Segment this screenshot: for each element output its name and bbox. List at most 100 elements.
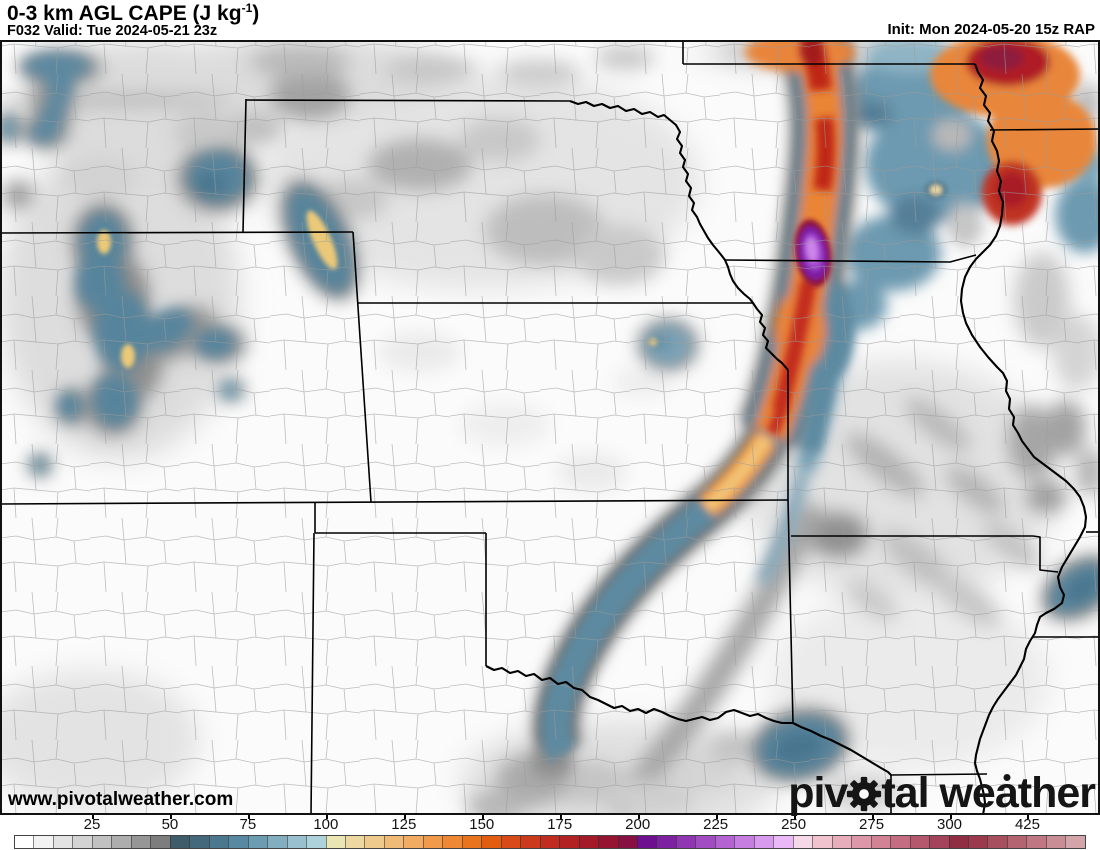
colorbar-cell <box>228 836 248 848</box>
colorbar-cell <box>870 836 891 848</box>
colorbar-label: 75 <box>239 816 257 833</box>
page-title: 0-3 km AGL CAPE (J kg-1) <box>7 1 260 25</box>
colorbar-cell <box>306 836 326 848</box>
colorbar: 25 50 75 100 125 150 175 200 225 250 275 300 425 <box>0 815 1100 850</box>
colorbar-tick <box>169 815 172 819</box>
colorbar-cell <box>909 836 930 848</box>
colorbar-label: 125 <box>391 816 417 833</box>
colorbar-cell <box>753 836 774 848</box>
colorbar-label: 100 <box>313 816 339 833</box>
colorbar-cell <box>500 836 521 848</box>
colorbar-label: 150 <box>469 816 495 833</box>
header: 0-3 km AGL CAPE (J kg-1) F032 Valid: Tue… <box>0 0 1100 40</box>
colorbar-labels: 25 50 75 100 125 150 175 200 225 250 275 300 425 <box>0 815 1100 835</box>
river-borders <box>485 63 1088 816</box>
colorbar-label: 200 <box>625 816 651 833</box>
logo-text-ther: ther <box>1017 769 1096 817</box>
colorbar-cell <box>890 836 910 848</box>
colorbar-tick <box>949 815 952 819</box>
title-superscript: -1 <box>241 1 253 15</box>
map-frame <box>0 40 1100 815</box>
colorbar-cell <box>15 836 34 848</box>
colorbar-label: 300 <box>937 816 963 833</box>
colorbar-cell <box>111 836 131 848</box>
colorbar-cell <box>987 836 1007 848</box>
colorbar-cell <box>695 836 715 848</box>
colorbar-label: 250 <box>781 816 807 833</box>
colorbar-tick <box>91 815 94 819</box>
colorbar-cell <box>812 836 832 848</box>
colorbar-cell <box>422 836 443 848</box>
watermark-url: www.pivotalweather.com <box>8 789 234 810</box>
colorbar-tick <box>793 815 796 819</box>
colorbar-label: 50 <box>161 816 179 833</box>
colorbar-cell <box>948 836 968 848</box>
colorbar-cell <box>520 836 540 848</box>
colorbar-tick <box>559 815 562 819</box>
colorbar-cell <box>967 836 988 848</box>
colorbar-cell <box>461 836 482 848</box>
colorbar-label: 275 <box>859 816 885 833</box>
colorbar-cell <box>169 836 190 848</box>
colorbar-tick <box>325 815 328 819</box>
colorbar-cell <box>1045 836 1066 848</box>
colorbar-cell <box>72 836 92 848</box>
colorbar-tick <box>1027 815 1030 819</box>
colorbar-cell <box>33 836 53 848</box>
colorbar-cell <box>714 836 735 848</box>
colorbar-label: 225 <box>703 816 729 833</box>
colorbar-cell <box>481 836 501 848</box>
state-borders <box>0 40 1100 816</box>
colorbar-cell <box>773 836 793 848</box>
colorbar-cell <box>675 836 696 848</box>
county-borders <box>0 40 1100 815</box>
colorbar-cell <box>617 836 637 848</box>
colorbar-cell <box>267 836 287 848</box>
colorbar-cell <box>539 836 560 848</box>
colorbar-cell <box>383 836 404 848</box>
colorbar-tick <box>637 815 640 819</box>
colorbar-tick <box>715 815 718 819</box>
gear-icon <box>846 776 882 820</box>
colorbar-cell <box>91 836 112 848</box>
colorbar-label: 175 <box>547 816 573 833</box>
colorbar-cell <box>52 836 73 848</box>
init-time-label: Init: Mon 2024-05-20 15z RAP <box>887 21 1095 38</box>
colorbar-cell <box>831 836 852 848</box>
colorbar-cell <box>344 836 365 848</box>
map-area <box>0 29 1100 840</box>
colorbar-cell <box>150 836 170 848</box>
colorbar-cell <box>325 836 345 848</box>
logo-text-tal-we: tal we <box>881 769 995 817</box>
colorbar-cell <box>734 836 754 848</box>
colorbar-cell <box>442 836 462 848</box>
colorbar-cells <box>14 835 1086 849</box>
valid-time-label: F032 Valid: Tue 2024-05-21 23z <box>7 23 218 39</box>
red-river <box>485 665 892 776</box>
colorbar-cell <box>929 836 949 848</box>
colorbar-cell <box>403 836 423 848</box>
colorbar-cell <box>364 836 384 848</box>
colorbar-cell <box>208 836 229 848</box>
mississippi-river <box>959 63 1088 816</box>
colorbar-cell <box>1026 836 1046 848</box>
colorbar-cell <box>189 836 209 848</box>
colorbar-tick <box>871 815 874 819</box>
logo-text-piv: piv <box>788 769 848 817</box>
logo-text-a: a <box>994 769 1019 817</box>
colorbar-tick <box>481 815 484 819</box>
colorbar-tick <box>403 815 406 819</box>
colorbar-label: 25 <box>83 816 101 833</box>
colorbar-cell <box>1006 836 1027 848</box>
colorbar-cell <box>792 836 813 848</box>
colorbar-cell <box>598 836 618 848</box>
pivotal-weather-logo: piv tal weather <box>788 769 1096 820</box>
missouri-river <box>569 100 789 371</box>
colorbar-cell <box>130 836 151 848</box>
colorbar-cell <box>656 836 676 848</box>
colorbar-cell <box>286 836 307 848</box>
cape-map-svg <box>0 29 1100 840</box>
colorbar-cell <box>1065 836 1085 848</box>
colorbar-cell <box>851 836 871 848</box>
